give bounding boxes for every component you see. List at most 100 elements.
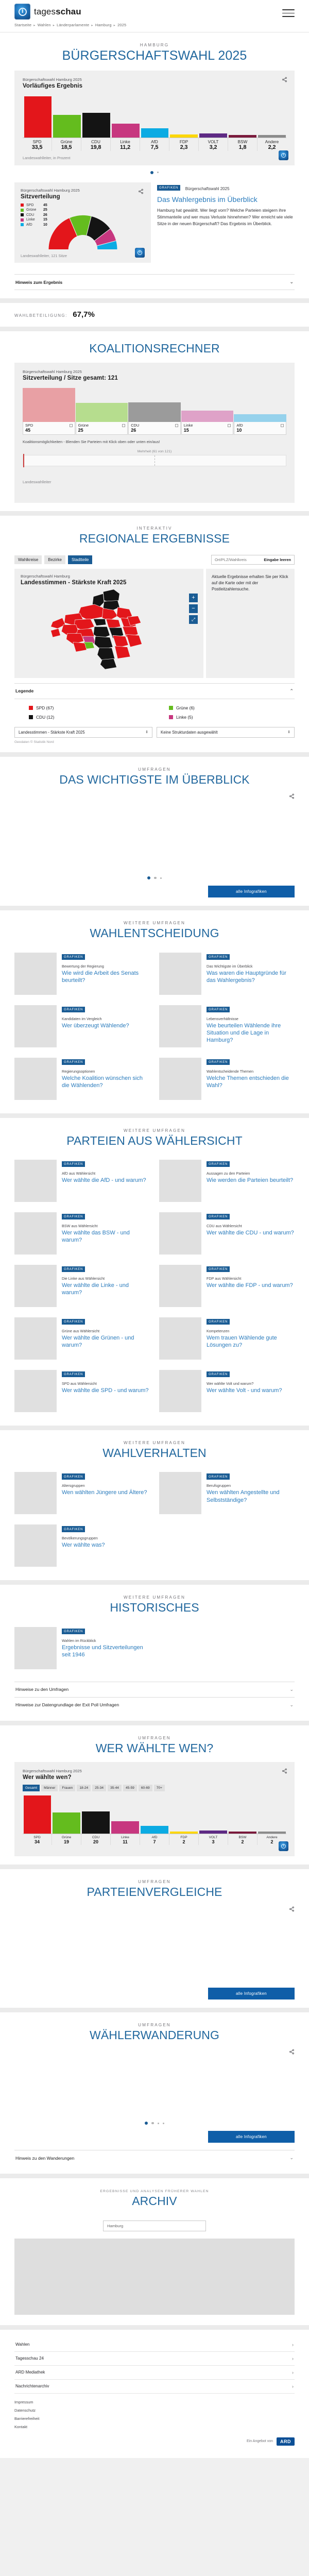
filter-chip-25-34[interactable]: 25-34 bbox=[92, 1785, 107, 1792]
accordion-legende[interactable]: Legende ⌃ bbox=[14, 683, 295, 699]
teaser-card[interactable]: GRAFIKEN BSW aus Wählersicht Wer wählte da… bbox=[14, 1207, 150, 1260]
teaser-title[interactable]: Welche Koalition wünschen sich die Wähle… bbox=[62, 1075, 143, 1089]
teaser-card[interactable]: GRAFIKEN Aussagen zu den Parteien Wie werd… bbox=[159, 1155, 295, 1207]
teaser-title[interactable]: Wen wählten Angestellte und Selbstständi… bbox=[207, 1489, 280, 1503]
teaser-title[interactable]: Welche Themen entschieden die Wahl? bbox=[207, 1075, 289, 1089]
teaser-card[interactable]: GRAFIKEN FDP aus Wählersicht Wer wählte di… bbox=[159, 1260, 295, 1312]
teaser-title[interactable]: Wer wählte Volt - und warum? bbox=[207, 1387, 282, 1394]
carousel-dot-2[interactable] bbox=[151, 2122, 154, 2125]
carousel-dot-1[interactable] bbox=[147, 876, 151, 880]
carousel-dot-1[interactable] bbox=[145, 2122, 148, 2125]
share-icon[interactable] bbox=[138, 189, 144, 194]
share-icon[interactable] bbox=[289, 793, 295, 799]
footer-row[interactable]: ARD Mediathek › bbox=[14, 2366, 295, 2380]
teaser-card[interactable]: GRAFIKEN Kandidaten im Vergleich Wer überz… bbox=[14, 1000, 150, 1053]
footer-link[interactable]: Barrierefreiheit bbox=[14, 2416, 40, 2421]
select-structural-data[interactable]: Keine Strukturdaten ausgewählt ⇕ bbox=[157, 726, 295, 738]
teaser-title[interactable]: Wer wählte die Grünen - und warum? bbox=[62, 1334, 134, 1349]
carousel-dots[interactable] bbox=[14, 165, 295, 176]
teaser-title[interactable]: Wer wählte das BSW - und warum? bbox=[62, 1229, 130, 1244]
brand-logo-link[interactable]: tagesschau bbox=[14, 4, 81, 20]
footer-link[interactable]: Kontakt bbox=[14, 2424, 28, 2429]
overview-teaser[interactable]: GRAFIKEN Bürgerschaftswahl 2025 Das Wahl… bbox=[157, 182, 295, 227]
teaser-title[interactable]: Was waren die Hauptgründe für das Wahler… bbox=[207, 970, 286, 984]
footer-row[interactable]: Tagesschau 24 › bbox=[14, 2352, 295, 2366]
regional-search[interactable]: Eingabe leeren bbox=[211, 554, 295, 565]
teaser-title[interactable]: Wer wählte die SPD - und warum? bbox=[62, 1387, 149, 1394]
coalition-cell-afd[interactable]: AfD 10 bbox=[234, 421, 286, 435]
all-infographics-button[interactable]: alle Infografiken bbox=[208, 886, 295, 898]
coalition-cell-grüne[interactable]: Grüne 25 bbox=[75, 421, 128, 435]
carousel-dot-2[interactable] bbox=[157, 172, 159, 174]
map-zoom-in-button[interactable]: + bbox=[189, 593, 198, 602]
carousel-dot-4[interactable] bbox=[162, 2122, 164, 2124]
teaser-title[interactable]: Wer wählte die AfD - und warum? bbox=[62, 1177, 146, 1183]
breadcrumb-item-wahlen[interactable]: Wahlen bbox=[37, 23, 51, 27]
carousel-dot-3[interactable] bbox=[157, 2122, 159, 2124]
coalition-checkbox[interactable] bbox=[228, 423, 231, 427]
coalition-checkbox[interactable] bbox=[175, 423, 178, 427]
teaser-card[interactable]: GRAFIKEN Bewertung der Regierung Wie wird … bbox=[14, 947, 150, 1000]
share-icon[interactable] bbox=[282, 1768, 287, 1774]
footer-link[interactable]: Datenschutz bbox=[14, 2408, 36, 2413]
teaser-card[interactable]: GRAFIKEN Wer wählte Volt und warum? Wer wä… bbox=[159, 1365, 295, 1417]
ww-carousel-dots[interactable] bbox=[14, 2116, 295, 2127]
filter-chip-70+[interactable]: 70+ bbox=[153, 1785, 165, 1792]
share-icon[interactable] bbox=[282, 77, 287, 82]
footer-row[interactable]: Wahlen › bbox=[14, 2338, 295, 2352]
filter-chip-60-69[interactable]: 60-69 bbox=[138, 1785, 152, 1792]
search-input[interactable] bbox=[215, 557, 260, 562]
teaser-card[interactable]: GRAFIKEN Wahlen im Rückblick Ergebnisse un… bbox=[14, 1622, 150, 1674]
teaser-card[interactable]: GRAFIKEN AfD aus Wählersicht Wer wählte di… bbox=[14, 1155, 150, 1207]
all-infographics-button[interactable]: alle Infografiken bbox=[208, 1987, 295, 1999]
archiv-search-input[interactable]: Hamburg bbox=[103, 2220, 206, 2231]
teaser-title[interactable]: Wer wählte die FDP - und warum? bbox=[207, 1282, 293, 1289]
overview-carousel-dots[interactable] bbox=[14, 871, 295, 882]
coalition-checkbox[interactable] bbox=[122, 423, 126, 427]
teaser-title[interactable]: Ergebnisse und Sitzverteilungen seit 194… bbox=[62, 1644, 143, 1658]
accordion-hinweis-ergebnis[interactable]: Hinweis zum Ergebnis ⌄ bbox=[14, 274, 295, 291]
tab-wahlkreise[interactable]: Wahlkreise bbox=[14, 555, 42, 564]
teaser-card[interactable]: GRAFIKEN Bevölkerungsgruppen Wer wählte wa… bbox=[14, 1519, 150, 1572]
filter-chip-45-59[interactable]: 45-59 bbox=[123, 1785, 137, 1792]
teaser-title[interactable]: Wer wählte die Linke - und warum? bbox=[62, 1282, 129, 1296]
breadcrumb-item-startseite[interactable]: Startseite bbox=[14, 23, 32, 27]
coalition-cell-linke[interactable]: Linke 15 bbox=[181, 421, 234, 435]
teaser-card[interactable]: GRAFIKEN SPD aus Wählersicht Wer wählte di… bbox=[14, 1365, 150, 1417]
teaser-card[interactable]: GRAFIKEN Grüne aus Wählersicht Wer wählte … bbox=[14, 1312, 150, 1365]
clear-input-button[interactable]: Eingabe leeren bbox=[264, 557, 291, 562]
teaser-title[interactable]: Wem trauen Wählende gute Lösungen zu? bbox=[207, 1334, 277, 1349]
accordion-hinweise-umfragen[interactable]: Hinweise zu den Umfragen ⌄ bbox=[14, 1681, 295, 1697]
filter-chip-gesamt[interactable]: Gesamt bbox=[23, 1785, 40, 1792]
accordion-hinweise-exitpoll[interactable]: Hinweise zur Datengrundlage der Exit Pol… bbox=[14, 1697, 295, 1713]
teaser-card[interactable]: GRAFIKEN Das Wichtigste im Überblick Was w… bbox=[159, 947, 295, 1000]
teaser-title[interactable]: Wie wird die Arbeit des Senats beurteilt… bbox=[62, 970, 139, 984]
breadcrumb-item-hamburg[interactable]: Hamburg bbox=[95, 23, 112, 27]
coalition-track[interactable] bbox=[23, 454, 286, 468]
filter-chip-frauen[interactable]: Frauen bbox=[59, 1785, 76, 1792]
tab-bezirke[interactable]: Bezirke bbox=[44, 555, 65, 564]
teaser-title[interactable]: Das Wahlergebnis im Überblick bbox=[157, 195, 258, 204]
filter-chip-18-24[interactable]: 18-24 bbox=[77, 1785, 91, 1792]
select-map-metric[interactable]: Landesstimmen - Stärkste Kraft 2025 ⇕ bbox=[14, 726, 152, 738]
teaser-title[interactable]: Wer überzeugt Wählende? bbox=[62, 1022, 129, 1029]
coalition-checkbox[interactable] bbox=[280, 423, 284, 427]
carousel-dot-2[interactable] bbox=[154, 876, 157, 879]
teaser-card[interactable]: GRAFIKEN Altersgruppen Wen wählten Jüngere… bbox=[14, 1467, 150, 1519]
teaser-card[interactable]: GRAFIKEN Regierungsoptionen Welche Koaliti… bbox=[14, 1053, 150, 1105]
coalition-checkbox[interactable] bbox=[69, 423, 73, 427]
accordion-hinweis-wanderungen[interactable]: Hinweis zu den Wanderungen ⌄ bbox=[14, 2150, 295, 2165]
coalition-cell-spd[interactable]: SPD 45 bbox=[23, 421, 75, 435]
teaser-card[interactable]: GRAFIKEN CDU aus Wählersicht Wer wählte di… bbox=[159, 1207, 295, 1260]
all-infographics-button[interactable]: alle Infografiken bbox=[208, 2131, 295, 2143]
carousel-dot-3[interactable] bbox=[160, 877, 162, 879]
teaser-card[interactable]: GRAFIKEN Lebensverhältnisse Wie beurteilen… bbox=[159, 1000, 295, 1053]
filter-chip-35-44[interactable]: 35-44 bbox=[108, 1785, 122, 1792]
share-icon[interactable] bbox=[289, 2049, 295, 2055]
teaser-title[interactable]: Wie beurteilen Wählende ihre Situation u… bbox=[207, 1022, 281, 1044]
hamburger-icon[interactable] bbox=[282, 4, 295, 20]
tab-stadtteile[interactable]: Stadtteile bbox=[67, 555, 93, 564]
share-icon[interactable] bbox=[289, 1906, 295, 1912]
breadcrumb-item-2025[interactable]: 2025 bbox=[117, 23, 127, 27]
breadcrumb-item-laenderparlamente[interactable]: Länderparlamente bbox=[57, 23, 90, 27]
